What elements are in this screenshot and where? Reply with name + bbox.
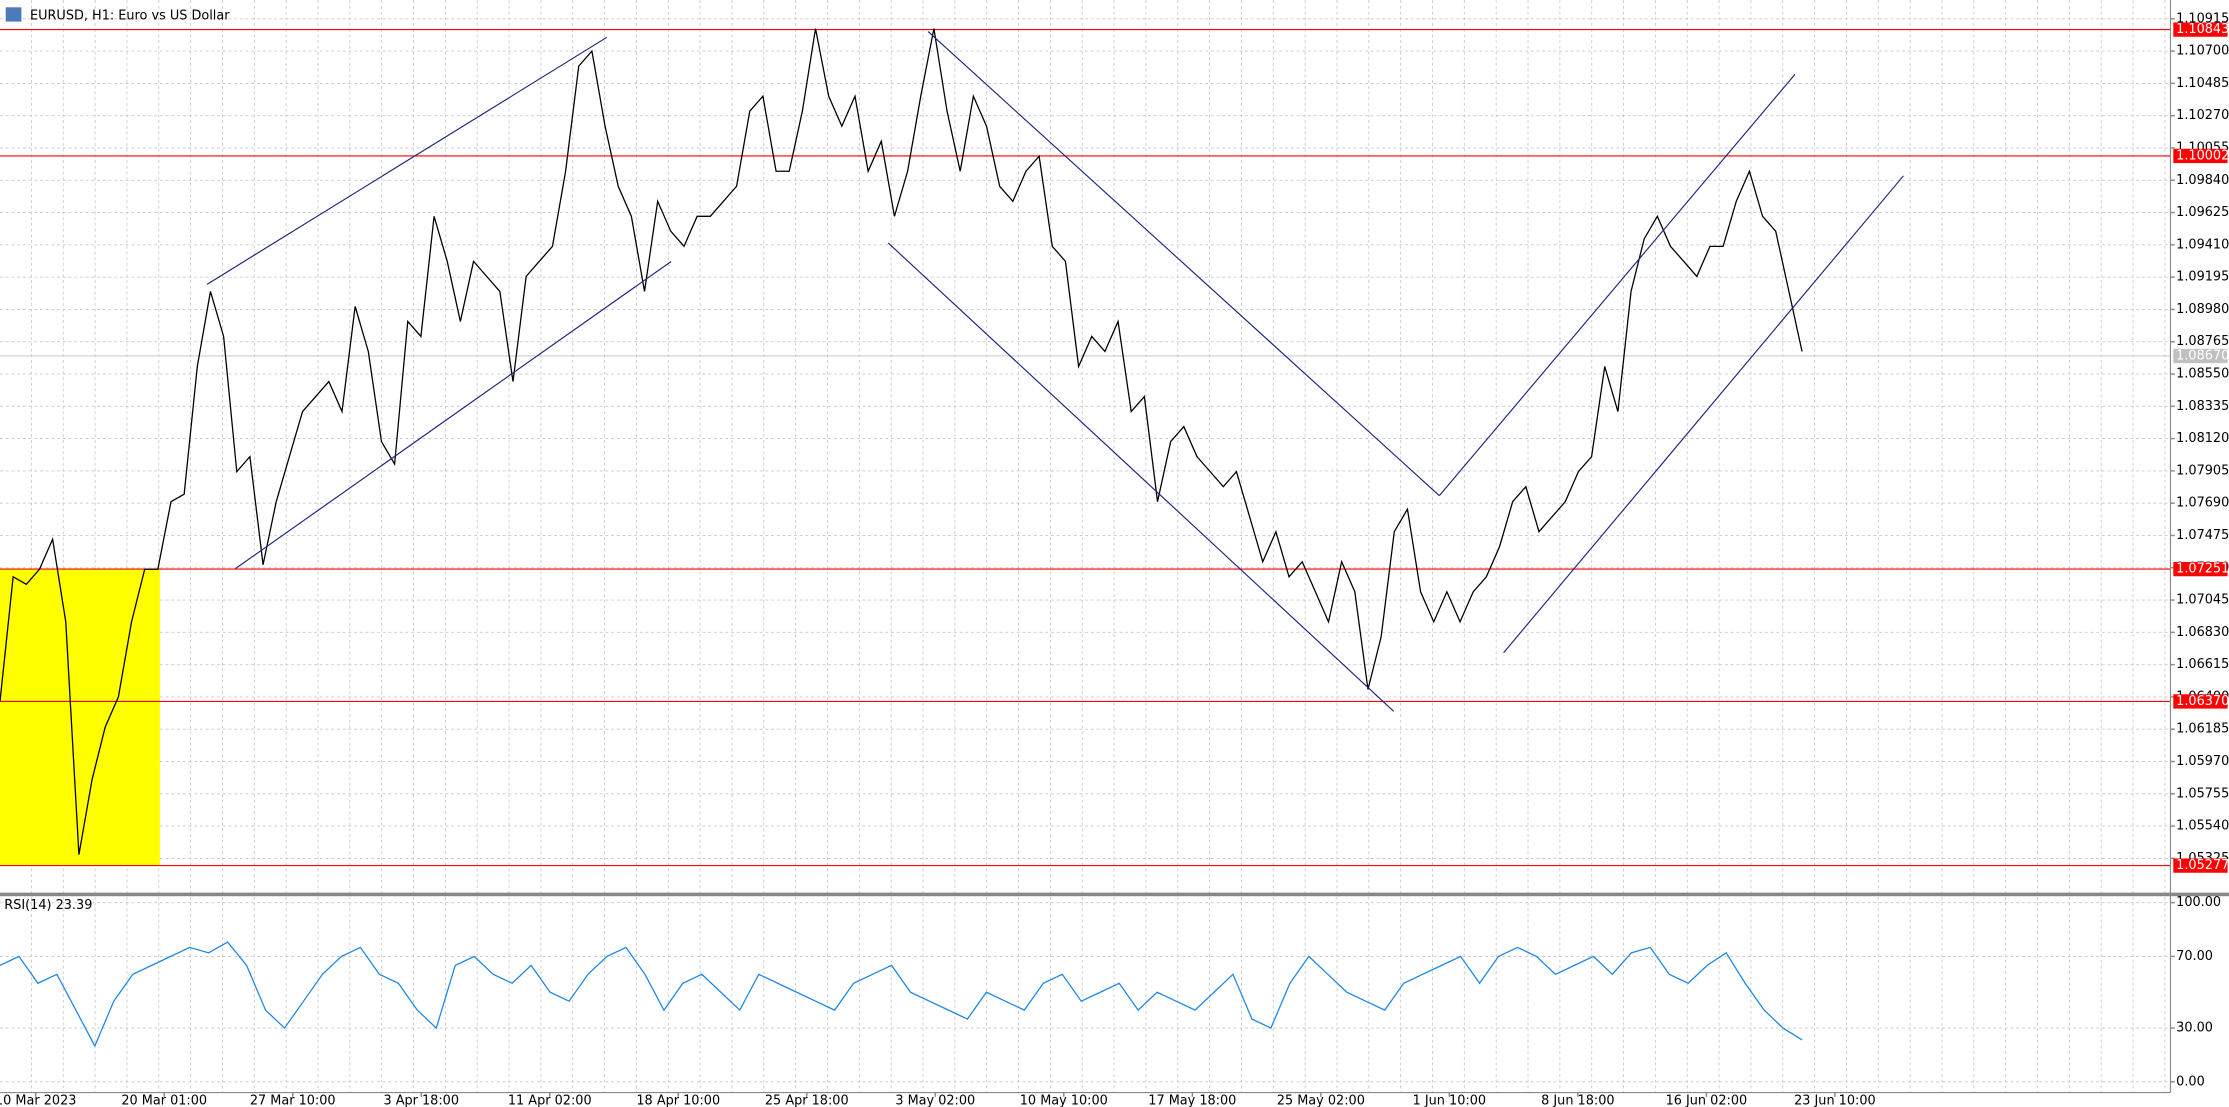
level-label: 1.05277 [2176, 858, 2229, 873]
level-label: 1.10002 [2176, 148, 2229, 163]
y-tick-label: 1.05755 [2176, 786, 2229, 801]
level-label-box [2173, 148, 2228, 164]
channel-line [1503, 175, 1904, 654]
y-tick-label: 1.08980 [2176, 302, 2229, 317]
y-tick-label: 100.00 [2176, 895, 2221, 910]
y-tick-label: 1.06185 [2176, 722, 2229, 737]
price-line [0, 941, 1803, 1048]
rsi-title: RSI(14) 23.39 [4, 898, 92, 913]
x-tick-label: 8 Jun 18:00 [1541, 1094, 1614, 1107]
y-tick-label: 1.10700 [2176, 44, 2229, 59]
y-tick-label: 1.07690 [2176, 496, 2229, 511]
channel-line [206, 36, 608, 285]
level-label-box [2173, 22, 2228, 37]
highlight-zone [0, 569, 160, 866]
x-tick-label: 3 May 02:00 [895, 1094, 975, 1107]
y-tick-label: 1.07475 [2176, 528, 2229, 543]
x-tick-label: 10 Mar 2023 [0, 1094, 76, 1107]
x-tick-label: 1 Jun 10:00 [1413, 1094, 1486, 1107]
x-tick-label: 27 Mar 10:00 [250, 1094, 336, 1107]
y-tick-label: 1.09625 [2176, 205, 2229, 220]
x-tick-label: 23 Jun 10:00 [1794, 1094, 1876, 1107]
y-tick-label: 1.06830 [2176, 625, 2229, 640]
y-tick-label: 1.05970 [2176, 754, 2229, 769]
y-tick-label: 1.10485 [2176, 76, 2229, 91]
price-line [0, 28, 1803, 855]
y-tick-label: 70.00 [2176, 949, 2213, 964]
x-tick-label: 20 Mar 01:00 [121, 1094, 207, 1107]
y-tick-label: 1.10270 [2176, 108, 2229, 123]
x-tick-label: 17 May 18:00 [1148, 1094, 1236, 1107]
y-tick-label: 1.08335 [2176, 399, 2229, 414]
pane-separator [0, 892, 2229, 897]
level-label-box [2173, 561, 2228, 577]
labels: 1.109151.107001.104851.102701.100551.098… [0, 11, 2229, 1107]
level-label-box [2173, 694, 2228, 709]
price-label: 1.08670 [2176, 348, 2229, 363]
y-tick-label: 1.09195 [2176, 270, 2229, 285]
channel-line [235, 261, 672, 569]
level-label: 1.06370 [2176, 694, 2229, 709]
channels [206, 31, 1904, 712]
y-tick-label: 1.08550 [2176, 367, 2229, 382]
y-tick-label: 1.09410 [2176, 237, 2229, 252]
level-label: 1.10843 [2176, 22, 2229, 37]
y-tick-label: 1.05540 [2176, 819, 2229, 834]
x-tick-label: 18 Apr 10:00 [636, 1094, 720, 1107]
marks [0, 28, 2171, 1048]
x-tick-label: 16 Jun 02:00 [1666, 1094, 1748, 1107]
y-tick-label: 0.00 [2176, 1074, 2205, 1089]
channel-line [1438, 74, 1796, 497]
x-tick-label: 25 Apr 18:00 [765, 1094, 849, 1107]
y-tick-label: 1.07905 [2176, 463, 2229, 478]
y-tick-label: 30.00 [2176, 1021, 2213, 1036]
x-tick-label: 11 Apr 02:00 [508, 1094, 592, 1107]
chart-icon [5, 7, 22, 22]
y-tick-label: 1.08765 [2176, 334, 2229, 349]
x-tick-label: 3 Apr 18:00 [383, 1094, 459, 1107]
y-tick-label: 1.09840 [2176, 173, 2229, 188]
y-tick-label: 1.08120 [2176, 431, 2229, 446]
x-tick-label: 25 May 02:00 [1277, 1094, 1365, 1107]
channel-line [927, 31, 1440, 497]
x-tick-label: 10 May 10:00 [1020, 1094, 1108, 1107]
level-label: 1.07251 [2176, 562, 2229, 577]
chart-title: EURUSD, H1: Euro vs US Dollar [30, 8, 230, 23]
level-label-box [2173, 858, 2228, 873]
grid [0, 0, 2171, 1093]
y-tick-label: 1.07045 [2176, 593, 2229, 608]
channel-line [887, 242, 1395, 712]
y-tick-label: 1.06615 [2176, 657, 2229, 672]
price-label-box [2173, 348, 2228, 364]
